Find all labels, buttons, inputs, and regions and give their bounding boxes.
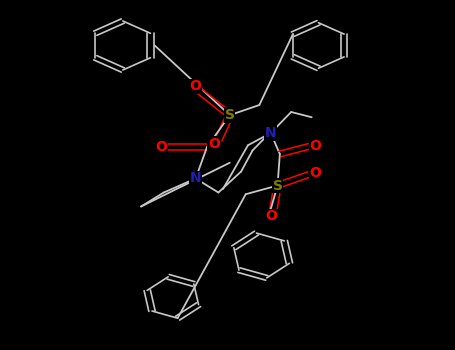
Text: O: O [156,140,167,154]
Text: O: O [309,166,321,180]
Text: N: N [190,172,202,186]
Text: O: O [309,139,321,153]
Text: O: O [190,79,202,93]
Text: O: O [266,209,278,223]
Text: S: S [273,178,283,192]
Text: N: N [265,126,277,140]
Text: S: S [225,108,235,122]
Text: O: O [208,136,220,150]
